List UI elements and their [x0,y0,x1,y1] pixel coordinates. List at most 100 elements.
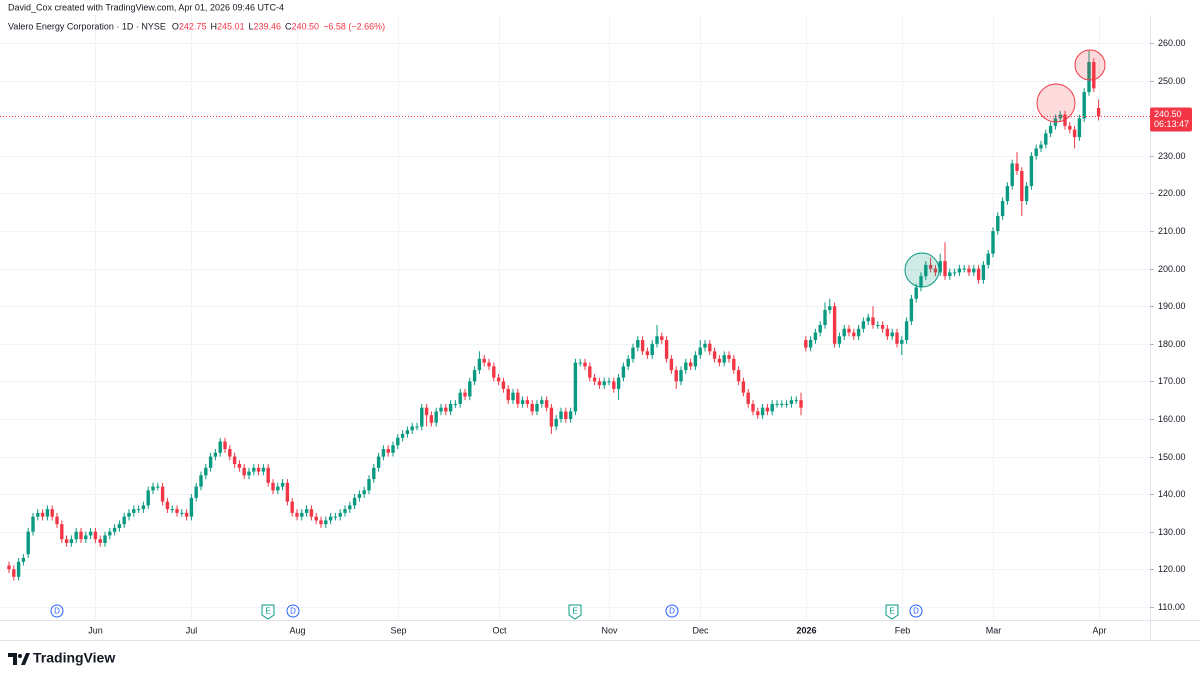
candle-body [703,343,707,348]
candle-body [12,569,16,577]
y-tick-label: 110.00 [1158,602,1185,612]
candle-body [636,340,640,348]
candle-body [544,400,549,408]
candle-body [1029,155,1034,186]
candle-body [64,539,69,543]
candle-body [602,381,606,386]
candle-body [98,539,102,543]
candle-body [516,392,520,404]
candle-body [93,531,98,540]
candle-body [218,441,222,453]
highlight-circle [904,252,940,288]
event-badge [665,604,679,618]
event-label: E [572,607,577,616]
candle-body [276,486,280,491]
candle-body [31,516,35,532]
candle-body [756,411,760,416]
candle-body [439,407,443,412]
candle-body [372,467,376,480]
candle-body [1087,61,1091,93]
legend-value: 239.46 [254,21,282,31]
candle-body [180,512,184,514]
candle-body [290,501,294,513]
candle-body [525,400,530,404]
candle-body [765,407,770,412]
y-tick-label: 220.00 [1158,188,1186,198]
candle-body [237,464,242,468]
candle-body [1072,129,1077,138]
candle-body [319,520,323,525]
candle-body [660,336,664,341]
candle-body [535,403,539,412]
candle-body [1020,170,1024,202]
candle-body [242,467,246,476]
x-tick-label: Mar [986,625,1002,635]
candle-body [784,403,789,405]
candle-body [1082,92,1086,119]
event-label: E [889,607,894,616]
candle-body [127,512,131,517]
candle-body [184,512,189,517]
logo-shape [21,653,30,665]
candle-body [1092,61,1096,89]
candle-body [472,370,477,382]
candle-body [357,494,362,498]
candle-body [900,340,904,344]
candle-body [1048,125,1053,134]
candle-body [741,381,746,393]
candle-body [314,516,318,521]
candle-body [866,317,870,322]
legend-value: 242.75 [179,21,207,31]
y-tick-label: 190.00 [1158,301,1186,311]
candle-body [852,332,856,337]
candle-body [266,467,270,483]
x-tick-label: Nov [601,625,618,635]
legend-value: 245.01 [217,21,245,31]
candle-body [247,471,251,476]
candle-body [948,272,952,277]
candle-body [45,509,50,517]
candle-body [55,516,59,525]
event-badge [50,604,64,618]
candle-body [328,516,333,521]
last-price-label: 240.50 [1154,109,1182,119]
event-badge [261,604,275,620]
candle-body [112,527,117,532]
candle-body [420,407,424,427]
candle-body [295,512,299,517]
candle-body [232,456,237,465]
x-tick-label: Aug [289,625,305,635]
candle-body [175,509,179,513]
candle-body [775,403,779,405]
candle-body [204,467,208,476]
candle-body [876,325,880,327]
event-label: D [290,607,296,616]
candle-body [280,482,285,487]
highlight-circle [1036,83,1076,123]
candle-body [309,509,314,517]
candle-body [300,512,304,517]
candle-body [463,392,467,397]
candles [7,50,1101,581]
candle-body [1077,118,1082,138]
chart-title: Valero Energy Corporation · 1D · NYSE [8,21,166,31]
x-tick-label: Apr [1092,625,1106,635]
candle-body [410,426,414,431]
x-tick-label: Dec [692,625,709,635]
y-tick-label: 210.00 [1158,226,1186,236]
candle-body [156,486,160,488]
candle-body [88,531,93,536]
candle-body [1015,163,1019,171]
candle-body [208,456,213,468]
candle-body [50,509,54,517]
candle-body [1068,125,1072,130]
candle-body [338,512,342,517]
countdown: 06:13:47 [1154,119,1189,129]
candle-body [468,381,472,397]
candle-body [669,358,674,371]
candle-body [717,358,722,363]
candle-body [664,340,669,359]
candle-body [573,362,578,412]
candle-body [448,403,453,412]
candle-body [228,449,232,457]
